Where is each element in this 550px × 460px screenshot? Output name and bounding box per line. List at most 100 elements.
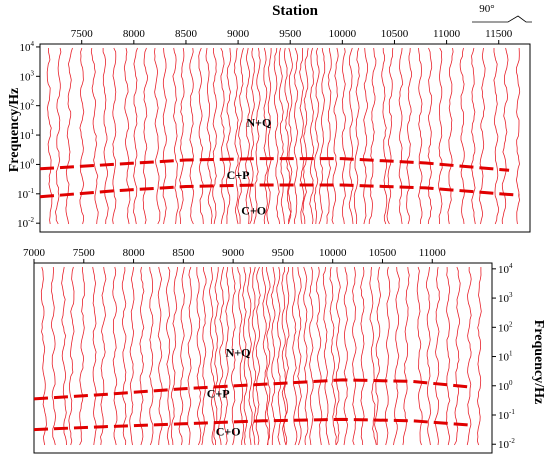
- zone-boundary-line: [39, 157, 510, 172]
- sounding-trace: [233, 47, 239, 225]
- sounding-trace: [129, 266, 135, 446]
- y-tick-label: 104: [498, 262, 513, 276]
- sounding-trace: [220, 47, 226, 225]
- y-tick-label: 102: [498, 320, 513, 334]
- sounding-trace: [255, 266, 261, 446]
- sounding-trace: [293, 47, 299, 225]
- sounding-trace: [208, 266, 216, 446]
- sounding-trace: [384, 266, 391, 446]
- sounding-trace: [313, 47, 320, 225]
- sounding-trace: [237, 266, 245, 445]
- y-tick-label: 10-2: [17, 216, 34, 230]
- x-tick-label: 10000: [319, 247, 347, 259]
- sounding-trace: [393, 266, 400, 446]
- sounding-trace: [79, 266, 85, 446]
- x-tick-label: 10000: [329, 28, 357, 40]
- sounding-trace: [196, 266, 202, 446]
- sounding-trace: [165, 266, 171, 446]
- sounding-trace: [322, 266, 330, 446]
- sounding-trace: [329, 266, 337, 446]
- panel-bottom: 7000 7500 8000 8500 9000 9500 10000 10500 11000 …: [23, 247, 515, 454]
- sounding-trace: [178, 266, 185, 446]
- sounding-trace: [198, 47, 204, 225]
- sounding-trace: [309, 47, 315, 225]
- sounding-trace: [287, 47, 293, 224]
- sounding-trace: [162, 47, 167, 225]
- sounding-trace: [309, 266, 314, 446]
- y-tick-label: 101: [20, 128, 35, 142]
- boundary-group-top: [39, 157, 520, 199]
- zone-boundary-line: [39, 183, 520, 199]
- x-tick-label: 10500: [369, 247, 397, 259]
- sounding-trace: [297, 266, 302, 446]
- zone-labels-bottom: N+Q C+P C+O: [207, 346, 251, 439]
- sounding-trace: [283, 266, 290, 446]
- x-tick-label: 7500: [73, 247, 96, 259]
- x-ticks-top: 7500 8000 8500 9000 9500 10000 10500 11000 11500: [71, 28, 513, 44]
- sounding-trace: [40, 266, 47, 446]
- y-tick-label: 100: [498, 379, 513, 393]
- azimuth-label: 90°: [479, 3, 494, 15]
- sounding-trace: [459, 47, 465, 225]
- sounding-trace: [132, 47, 138, 225]
- panel-top: 7500 8000 8500 9000 9500 10000 10500 11000 11500…: [17, 28, 531, 233]
- sounding-trace: [245, 47, 251, 225]
- sounding-trace: [299, 47, 305, 225]
- sounding-trace: [471, 47, 476, 225]
- y-tick-label: 10-2: [498, 437, 515, 451]
- sounding-trace: [476, 267, 482, 446]
- x-tick-label: 10500: [381, 28, 409, 40]
- x-tick-label: 8500: [175, 28, 198, 40]
- sounding-trace: [223, 266, 230, 446]
- sounding-trace: [425, 266, 432, 446]
- zone-label: C+P: [207, 386, 230, 400]
- sounding-trace: [398, 47, 404, 225]
- y-tick-label: 100: [20, 157, 35, 171]
- sounding-trace: [212, 48, 218, 225]
- sounding-trace: [454, 266, 461, 446]
- sounding-trace: [251, 266, 257, 446]
- sounding-trace: [284, 47, 292, 225]
- plot-frame-bottom: [33, 262, 493, 454]
- sounding-trace: [291, 267, 298, 446]
- x-tick-label: 7500: [71, 28, 94, 40]
- sounding-trace: [515, 47, 521, 225]
- zone-label: C+O: [216, 424, 241, 438]
- x-tick-label: 11000: [419, 247, 447, 259]
- y-tick-label: 101: [498, 350, 513, 364]
- sounding-trace: [447, 47, 454, 225]
- sounding-trace: [386, 47, 394, 225]
- sounding-trace: [139, 266, 145, 446]
- x-ticks-bottom: 7000 7500 8000 8500 9000 9500 10000 10500 11000: [23, 247, 446, 263]
- sounding-trace: [213, 267, 219, 445]
- sounding-trace: [278, 47, 285, 225]
- sounding-trace: [50, 266, 56, 446]
- zone-labels-top: N+Q C+P C+O: [227, 115, 272, 217]
- y-tick-label: 103: [20, 69, 35, 83]
- sounding-trace: [369, 266, 377, 446]
- x-tick-label: 7000: [23, 247, 46, 259]
- sounding-trace: [417, 47, 423, 225]
- sounding-trace: [189, 47, 195, 225]
- sounding-trace: [343, 266, 349, 446]
- sounding-trace: [416, 266, 423, 446]
- sounding-trace: [154, 47, 161, 225]
- trace-group-top: [46, 47, 521, 225]
- plot-frame-top: [39, 43, 531, 233]
- zone-boundary-line: [33, 417, 473, 432]
- azimuth-indicator: 90°: [472, 3, 532, 23]
- sounding-trace: [438, 47, 443, 225]
- y-ticks-bottom: 10-2 10-1 100 101 102 103 104: [492, 262, 515, 451]
- sounding-trace: [402, 266, 410, 446]
- sounding-trace: [237, 47, 244, 225]
- sounding-trace: [205, 47, 213, 225]
- y-tick-label: 10-1: [498, 408, 515, 422]
- sounding-trace: [501, 47, 509, 225]
- sounding-trace: [446, 266, 451, 446]
- sounding-trace: [341, 47, 346, 225]
- sounding-trace: [112, 266, 118, 446]
- sounding-trace: [170, 266, 178, 446]
- x-tick-label: 8000: [123, 28, 146, 40]
- sounding-trace: [406, 47, 413, 225]
